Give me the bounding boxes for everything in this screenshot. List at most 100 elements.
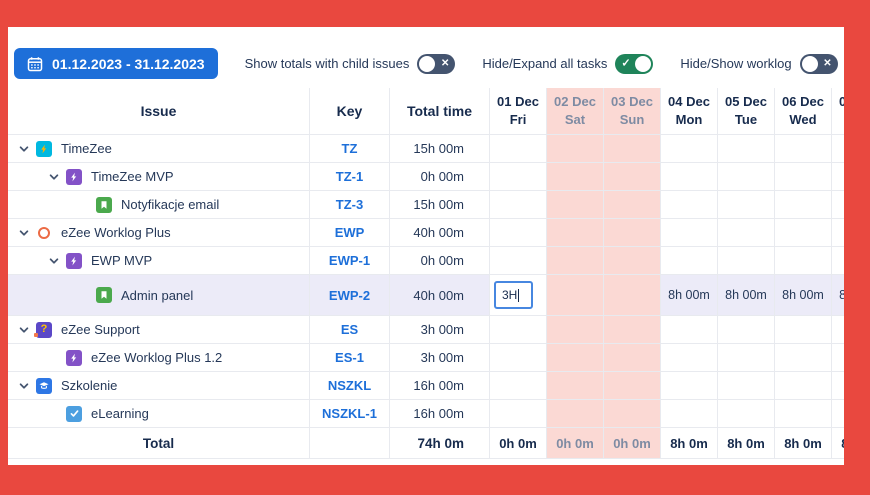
- worklog-cell-EWP-day1[interactable]: [490, 219, 547, 246]
- expand-chevron-icon[interactable]: [18, 380, 36, 392]
- worklog-cell-EWP-day5[interactable]: [718, 219, 775, 246]
- worklog-cell-ES-day3[interactable]: [604, 316, 661, 343]
- worklog-cell-NSZKL-1-day5[interactable]: [718, 400, 775, 427]
- worklog-cell-NSZKL-day6[interactable]: [775, 372, 832, 399]
- worklog-cell-ES-1-day1[interactable]: [490, 344, 547, 371]
- worklog-cell-EWP-2-day5[interactable]: 8h 00m: [718, 275, 775, 315]
- worklog-cell-TZ-3-day7[interactable]: [832, 191, 844, 218]
- worklog-toggle[interactable]: ✕: [799, 53, 838, 74]
- worklog-cell-NSZKL-day7[interactable]: [832, 372, 844, 399]
- worklog-cell-ES-1-day3[interactable]: [604, 344, 661, 371]
- worklog-cell-EWP-day3[interactable]: [604, 219, 661, 246]
- worklog-cell-ES-day5[interactable]: [718, 316, 775, 343]
- show-totals-label: Show totals with child issues: [244, 56, 410, 71]
- worklog-cell-TZ-1-day6[interactable]: [775, 163, 832, 190]
- worklog-cell-EWP-1-day1[interactable]: [490, 247, 547, 274]
- date-range-button[interactable]: 01.12.2023 - 31.12.2023: [14, 48, 218, 79]
- worklog-cell-EWP-1-day2[interactable]: [547, 247, 604, 274]
- worklog-cell-EWP-2-day6[interactable]: 8h 00m: [775, 275, 832, 315]
- worklog-cell-TZ-day4[interactable]: [661, 135, 718, 162]
- worklog-cell-NSZKL-1-day4[interactable]: [661, 400, 718, 427]
- worklog-cell-ES-1-day7[interactable]: [832, 344, 844, 371]
- worklog-cell-EWP-2-day3[interactable]: [604, 275, 661, 315]
- issue-key-link[interactable]: EWP-2: [328, 287, 371, 303]
- expand-chevron-icon[interactable]: [18, 227, 36, 239]
- issue-key-link[interactable]: ES: [340, 322, 359, 337]
- worklog-cell-TZ-day2[interactable]: [547, 135, 604, 162]
- worklog-cell-TZ-3-day5[interactable]: [718, 191, 775, 218]
- worklog-input[interactable]: 3H: [494, 281, 533, 309]
- worklog-cell-EWP-1-day4[interactable]: [661, 247, 718, 274]
- toggle-knob: [419, 55, 436, 72]
- worklog-cell-EWP-2-day2[interactable]: [547, 275, 604, 315]
- worklog-cell-ES-day2[interactable]: [547, 316, 604, 343]
- expand-chevron-icon[interactable]: [18, 324, 36, 336]
- issue-key-link[interactable]: EWP-1: [328, 253, 371, 268]
- worklog-cell-EWP-2-day7[interactable]: 8h 00m: [832, 275, 844, 315]
- toggle-knob: [801, 55, 818, 72]
- worklog-cell-TZ-3-day3[interactable]: [604, 191, 661, 218]
- worklog-cell-TZ-day6[interactable]: [775, 135, 832, 162]
- worklog-cell-ES-1-day5[interactable]: [718, 344, 775, 371]
- worklog-cell-EWP-day6[interactable]: [775, 219, 832, 246]
- worklog-cell-ES-day6[interactable]: [775, 316, 832, 343]
- story-icon: [96, 287, 112, 303]
- grand-total-time: 74h 0m: [390, 428, 490, 458]
- issue-cell: Szkolenie: [8, 372, 310, 399]
- worklog-cell-NSZKL-day4[interactable]: [661, 372, 718, 399]
- issue-key-link[interactable]: EWP: [334, 225, 365, 240]
- worklog-cell-TZ-1-day3[interactable]: [604, 163, 661, 190]
- worklog-cell-EWP-2-day4[interactable]: 8h 00m: [661, 275, 718, 315]
- expand-chevron-icon[interactable]: [48, 171, 66, 183]
- issue-key-link[interactable]: ES-1: [335, 350, 364, 365]
- worklog-cell-TZ-3-day6[interactable]: [775, 191, 832, 218]
- worklog-cell-TZ-3-day2[interactable]: [547, 191, 604, 218]
- worklog-cell-NSZKL-1-day6[interactable]: [775, 400, 832, 427]
- worklog-cell-ES-day4[interactable]: [661, 316, 718, 343]
- worklog-cell-NSZKL-day3[interactable]: [604, 372, 661, 399]
- expand-tasks-toggle[interactable]: ✓: [615, 53, 654, 74]
- worklog-cell-TZ-day1[interactable]: [490, 135, 547, 162]
- worklog-cell-TZ-3-day4[interactable]: [661, 191, 718, 218]
- worklog-cell-EWP-2-day1[interactable]: 3H: [490, 275, 547, 315]
- worklog-cell-NSZKL-1-day2[interactable]: [547, 400, 604, 427]
- worklog-cell-ES-1-day2[interactable]: [547, 344, 604, 371]
- worklog-cell-ES-1-day6[interactable]: [775, 344, 832, 371]
- worklog-cell-TZ-day3[interactable]: [604, 135, 661, 162]
- issue-key-link[interactable]: TZ: [341, 141, 358, 156]
- worklog-cell-NSZKL-1-day3[interactable]: [604, 400, 661, 427]
- issue-key-link[interactable]: NSZKL-1: [322, 406, 377, 421]
- worklog-cell-ES-day1[interactable]: [490, 316, 547, 343]
- issue-key-link[interactable]: NSZKL: [327, 378, 372, 393]
- worklog-cell-TZ-1-day2[interactable]: [547, 163, 604, 190]
- worklog-cell-EWP-1-day5[interactable]: [718, 247, 775, 274]
- worklog-cell-TZ-1-day1[interactable]: [490, 163, 547, 190]
- worklog-cell-TZ-1-day5[interactable]: [718, 163, 775, 190]
- column-header-total-time: Total time: [390, 88, 490, 134]
- worklog-cell-TZ-day7[interactable]: [832, 135, 844, 162]
- key-cell: ES: [310, 316, 390, 343]
- expand-chevron-icon[interactable]: [48, 255, 66, 267]
- worklog-cell-TZ-1-day7[interactable]: [832, 163, 844, 190]
- worklog-cell-EWP-day4[interactable]: [661, 219, 718, 246]
- worklog-cell-EWP-day7[interactable]: [832, 219, 844, 246]
- worklog-cell-NSZKL-1-day7[interactable]: [832, 400, 844, 427]
- worklog-cell-ES-1-day4[interactable]: [661, 344, 718, 371]
- worklog-cell-TZ-1-day4[interactable]: [661, 163, 718, 190]
- worklog-cell-NSZKL-day5[interactable]: [718, 372, 775, 399]
- expand-chevron-icon[interactable]: [18, 143, 36, 155]
- worklog-cell-EWP-1-day3[interactable]: [604, 247, 661, 274]
- worklog-cell-ES-day7[interactable]: [832, 316, 844, 343]
- issue-key-link[interactable]: TZ-3: [335, 197, 364, 212]
- show-totals-toggle[interactable]: ✕: [417, 53, 456, 74]
- worklog-cell-EWP-day2[interactable]: [547, 219, 604, 246]
- total-time-cell: 40h 00m: [390, 275, 490, 315]
- worklog-cell-TZ-3-day1[interactable]: [490, 191, 547, 218]
- worklog-cell-EWP-1-day6[interactable]: [775, 247, 832, 274]
- worklog-cell-NSZKL-1-day1[interactable]: [490, 400, 547, 427]
- worklog-cell-TZ-day5[interactable]: [718, 135, 775, 162]
- worklog-cell-NSZKL-day2[interactable]: [547, 372, 604, 399]
- issue-key-link[interactable]: TZ-1: [335, 169, 364, 184]
- worklog-cell-NSZKL-day1[interactable]: [490, 372, 547, 399]
- worklog-cell-EWP-1-day7[interactable]: [832, 247, 844, 274]
